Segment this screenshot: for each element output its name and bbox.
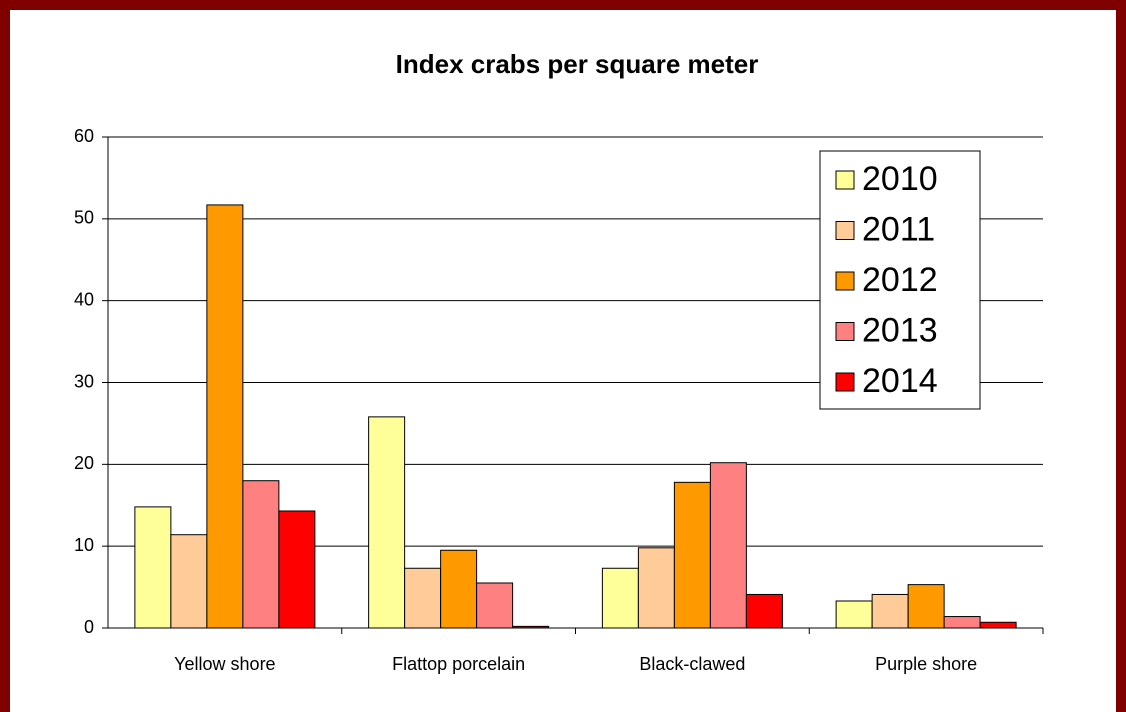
bar [871, 593, 909, 629]
y-tick-label: 30 [74, 371, 94, 391]
legend-swatch [835, 271, 855, 291]
bar [476, 582, 514, 629]
legend-label: 2013 [862, 311, 938, 349]
y-tick-label: 20 [74, 453, 94, 473]
x-tick-label: Flattop porcelain [392, 654, 525, 674]
x-tick-label: Yellow shore [174, 654, 275, 674]
bar [601, 567, 639, 629]
bar [440, 549, 478, 629]
y-tick-label: 50 [74, 208, 94, 228]
bar [170, 534, 208, 629]
bar [979, 621, 1017, 629]
bar [134, 506, 172, 629]
legend-label: 2010 [862, 160, 938, 198]
bar [512, 625, 550, 629]
bar [242, 480, 280, 629]
legend-swatch [835, 221, 855, 240]
bar [907, 584, 945, 629]
y-tick-label: 0 [84, 617, 94, 637]
bar [404, 567, 442, 629]
y-tick-label: 60 [74, 126, 94, 146]
bar [637, 547, 675, 629]
bar [709, 462, 747, 629]
y-tick-label: 40 [74, 289, 94, 309]
legend-swatch [835, 372, 855, 392]
legend-label: 2014 [862, 362, 938, 400]
legend-swatch [835, 322, 855, 341]
y-tick-label: 10 [74, 535, 94, 555]
bar [835, 600, 873, 629]
bar [745, 593, 783, 629]
legend-swatch [835, 170, 855, 190]
x-tick-label: Black-clawed [639, 654, 745, 674]
legend-label: 2012 [862, 261, 938, 299]
bar [206, 204, 244, 629]
bar [368, 416, 406, 629]
bar [943, 616, 981, 629]
x-tick-label: Purple shore [875, 654, 977, 674]
chart-title: Index crabs per square meter [396, 49, 759, 79]
legend-label: 2011 [862, 210, 935, 248]
bar [673, 481, 711, 629]
bar [278, 510, 316, 629]
